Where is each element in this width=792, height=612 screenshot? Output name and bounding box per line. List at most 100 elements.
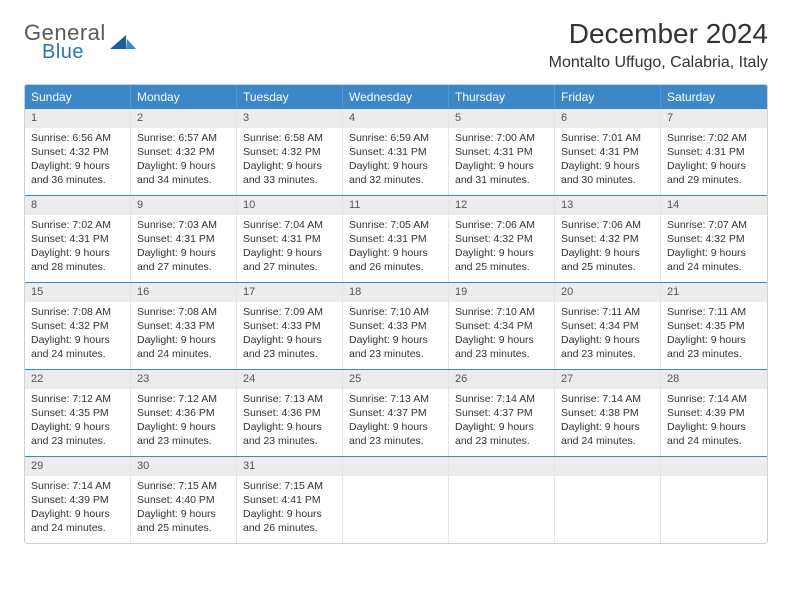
day-number: 8	[25, 196, 130, 215]
calendar-week: 8Sunrise: 7:02 AMSunset: 4:31 PMDaylight…	[25, 195, 767, 282]
calendar-cell: 25Sunrise: 7:13 AMSunset: 4:37 PMDayligh…	[343, 370, 449, 456]
daylight-text: Daylight: 9 hours and 23 minutes.	[455, 333, 548, 361]
day-body: Sunrise: 7:05 AMSunset: 4:31 PMDaylight:…	[343, 215, 448, 281]
calendar-cell: 30Sunrise: 7:15 AMSunset: 4:40 PMDayligh…	[131, 457, 237, 543]
month-title: December 2024	[549, 18, 768, 50]
daylight-text: Daylight: 9 hours and 24 minutes.	[31, 333, 124, 361]
sunrise-text: Sunrise: 7:06 AM	[455, 218, 548, 232]
daylight-text: Daylight: 9 hours and 23 minutes.	[243, 420, 336, 448]
day-number: 24	[237, 370, 342, 389]
day-number: 4	[343, 109, 448, 128]
day-body: Sunrise: 7:13 AMSunset: 4:37 PMDaylight:…	[343, 389, 448, 455]
day-number	[661, 457, 767, 476]
location-text: Montalto Uffugo, Calabria, Italy	[549, 54, 768, 72]
sunrise-text: Sunrise: 7:14 AM	[561, 392, 654, 406]
sunrise-text: Sunrise: 7:00 AM	[455, 131, 548, 145]
sunset-text: Sunset: 4:39 PM	[31, 493, 124, 507]
day-body	[343, 476, 448, 485]
daylight-text: Daylight: 9 hours and 36 minutes.	[31, 159, 124, 187]
day-number: 11	[343, 196, 448, 215]
triangle-icon	[110, 31, 136, 56]
day-body: Sunrise: 6:56 AMSunset: 4:32 PMDaylight:…	[25, 128, 130, 194]
daylight-text: Daylight: 9 hours and 25 minutes.	[455, 246, 548, 274]
sunset-text: Sunset: 4:32 PM	[31, 145, 124, 159]
day-number: 12	[449, 196, 554, 215]
daylight-text: Daylight: 9 hours and 23 minutes.	[667, 333, 761, 361]
sunset-text: Sunset: 4:36 PM	[137, 406, 230, 420]
calendar-cell: 27Sunrise: 7:14 AMSunset: 4:38 PMDayligh…	[555, 370, 661, 456]
calendar-cell: 3Sunrise: 6:58 AMSunset: 4:32 PMDaylight…	[237, 109, 343, 195]
day-body	[661, 476, 767, 485]
daylight-text: Daylight: 9 hours and 24 minutes.	[31, 507, 124, 535]
daylight-text: Daylight: 9 hours and 29 minutes.	[667, 159, 761, 187]
calendar-cell: 13Sunrise: 7:06 AMSunset: 4:32 PMDayligh…	[555, 196, 661, 282]
sunrise-text: Sunrise: 7:13 AM	[243, 392, 336, 406]
day-body: Sunrise: 6:59 AMSunset: 4:31 PMDaylight:…	[343, 128, 448, 194]
day-number: 17	[237, 283, 342, 302]
day-number	[555, 457, 660, 476]
day-number: 26	[449, 370, 554, 389]
day-number: 20	[555, 283, 660, 302]
day-body	[449, 476, 554, 485]
calendar-cell: 26Sunrise: 7:14 AMSunset: 4:37 PMDayligh…	[449, 370, 555, 456]
weekday-header: Friday	[555, 85, 661, 109]
sunrise-text: Sunrise: 7:12 AM	[137, 392, 230, 406]
sunrise-text: Sunrise: 7:15 AM	[243, 479, 336, 493]
calendar-cell: 2Sunrise: 6:57 AMSunset: 4:32 PMDaylight…	[131, 109, 237, 195]
weekday-header: Thursday	[449, 85, 555, 109]
day-body: Sunrise: 7:12 AMSunset: 4:36 PMDaylight:…	[131, 389, 236, 455]
day-body: Sunrise: 7:15 AMSunset: 4:40 PMDaylight:…	[131, 476, 236, 542]
sunset-text: Sunset: 4:32 PM	[31, 319, 124, 333]
day-body: Sunrise: 7:06 AMSunset: 4:32 PMDaylight:…	[555, 215, 660, 281]
sunrise-text: Sunrise: 7:14 AM	[455, 392, 548, 406]
calendar-cell: 5Sunrise: 7:00 AMSunset: 4:31 PMDaylight…	[449, 109, 555, 195]
sunrise-text: Sunrise: 7:10 AM	[455, 305, 548, 319]
sunrise-text: Sunrise: 7:14 AM	[31, 479, 124, 493]
sunrise-text: Sunrise: 6:56 AM	[31, 131, 124, 145]
daylight-text: Daylight: 9 hours and 25 minutes.	[561, 246, 654, 274]
calendar-week: 29Sunrise: 7:14 AMSunset: 4:39 PMDayligh…	[25, 456, 767, 543]
day-number: 31	[237, 457, 342, 476]
weekday-header: Wednesday	[343, 85, 449, 109]
calendar-cell: 18Sunrise: 7:10 AMSunset: 4:33 PMDayligh…	[343, 283, 449, 369]
day-body: Sunrise: 6:57 AMSunset: 4:32 PMDaylight:…	[131, 128, 236, 194]
day-body: Sunrise: 7:14 AMSunset: 4:39 PMDaylight:…	[661, 389, 767, 455]
sunrise-text: Sunrise: 7:10 AM	[349, 305, 442, 319]
sunset-text: Sunset: 4:31 PM	[455, 145, 548, 159]
day-number: 16	[131, 283, 236, 302]
day-number: 7	[661, 109, 767, 128]
daylight-text: Daylight: 9 hours and 23 minutes.	[31, 420, 124, 448]
sunset-text: Sunset: 4:31 PM	[667, 145, 761, 159]
calendar-cell: 22Sunrise: 7:12 AMSunset: 4:35 PMDayligh…	[25, 370, 131, 456]
calendar-cell: 12 Sunrise: 7:06 AMSunset: 4:32 PMDayligh…	[449, 196, 555, 282]
logo-text: General Blue	[24, 22, 106, 62]
sunrise-text: Sunrise: 7:01 AM	[561, 131, 654, 145]
sunrise-text: Sunrise: 7:04 AM	[243, 218, 336, 232]
day-number: 13	[555, 196, 660, 215]
calendar-cell: 14Sunrise: 7:07 AMSunset: 4:32 PMDayligh…	[661, 196, 767, 282]
sunset-text: Sunset: 4:32 PM	[455, 232, 548, 246]
sunrise-text: Sunrise: 7:03 AM	[137, 218, 230, 232]
sunset-text: Sunset: 4:32 PM	[137, 145, 230, 159]
sunset-text: Sunset: 4:35 PM	[667, 319, 761, 333]
day-body: Sunrise: 7:13 AMSunset: 4:36 PMDaylight:…	[237, 389, 342, 455]
sunset-text: Sunset: 4:34 PM	[561, 319, 654, 333]
weekday-header: Monday	[131, 85, 237, 109]
day-number: 18	[343, 283, 448, 302]
daylight-text: Daylight: 9 hours and 26 minutes.	[349, 246, 442, 274]
calendar-cell	[343, 457, 449, 543]
sunset-text: Sunset: 4:33 PM	[243, 319, 336, 333]
daylight-text: Daylight: 9 hours and 28 minutes.	[31, 246, 124, 274]
calendar-cell: 1Sunrise: 6:56 AMSunset: 4:32 PMDaylight…	[25, 109, 131, 195]
day-body: Sunrise: 7:14 AMSunset: 4:38 PMDaylight:…	[555, 389, 660, 455]
daylight-text: Daylight: 9 hours and 33 minutes.	[243, 159, 336, 187]
sunset-text: Sunset: 4:31 PM	[349, 145, 442, 159]
sunset-text: Sunset: 4:37 PM	[349, 406, 442, 420]
sunrise-text: Sunrise: 7:02 AM	[667, 131, 761, 145]
day-body	[555, 476, 660, 485]
calendar-cell: 10Sunrise: 7:04 AMSunset: 4:31 PMDayligh…	[237, 196, 343, 282]
calendar-cell: 29Sunrise: 7:14 AMSunset: 4:39 PMDayligh…	[25, 457, 131, 543]
daylight-text: Daylight: 9 hours and 23 minutes.	[349, 333, 442, 361]
calendar-cell: 6Sunrise: 7:01 AMSunset: 4:31 PMDaylight…	[555, 109, 661, 195]
calendar-body: 1Sunrise: 6:56 AMSunset: 4:32 PMDaylight…	[25, 109, 767, 543]
